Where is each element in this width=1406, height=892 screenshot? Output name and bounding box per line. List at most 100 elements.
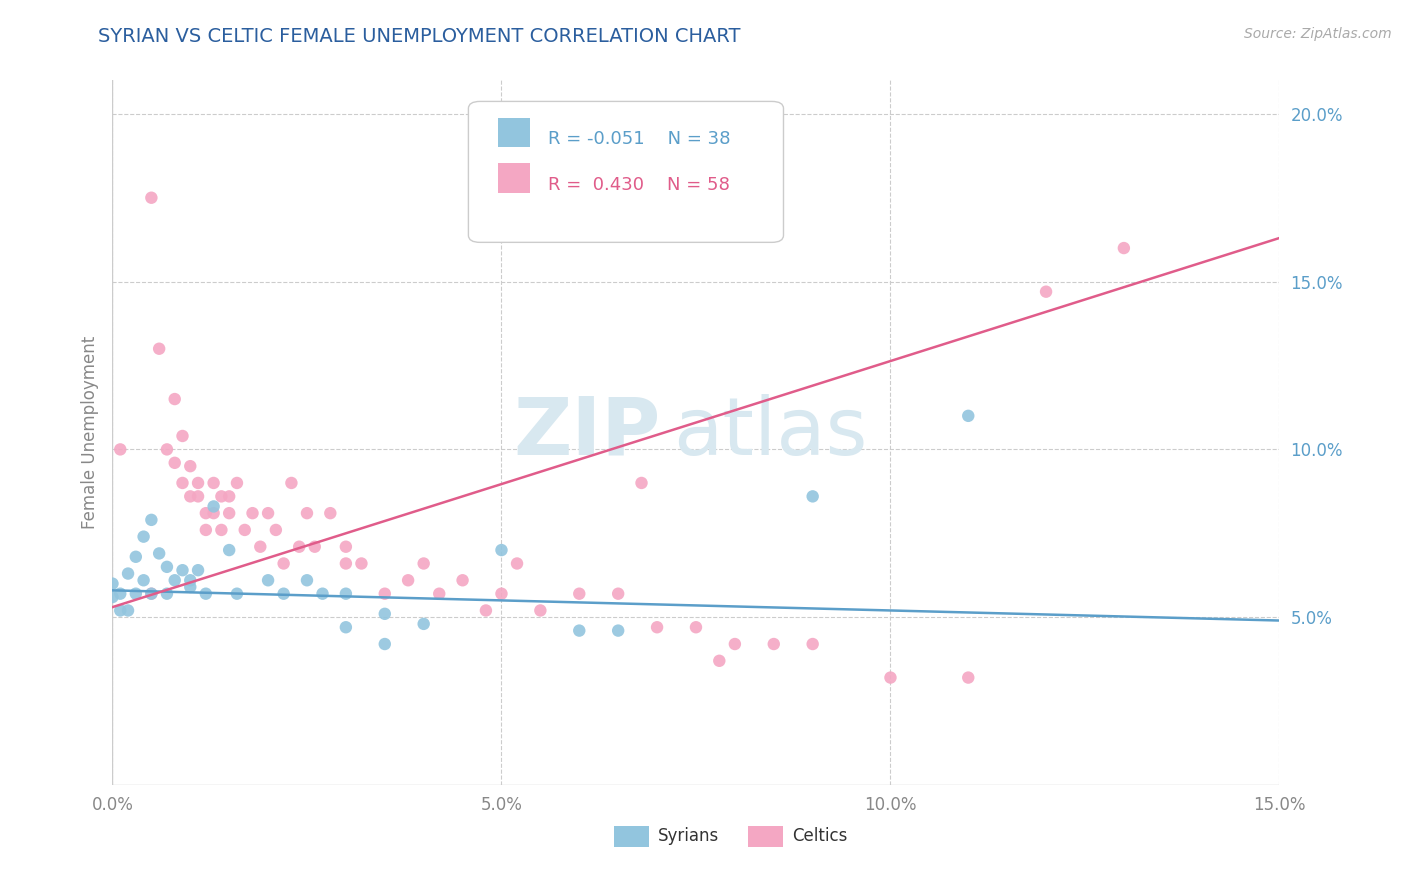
Point [141,191,163,205]
Point [607,587,630,601]
Point [163,392,186,406]
Point [319,506,342,520]
Point [685,620,707,634]
Point [117,566,139,581]
Point [194,506,217,520]
Point [226,587,249,601]
Point [295,506,318,520]
Point [101,590,124,604]
Point [110,442,132,457]
Point [801,489,824,503]
Point [233,523,256,537]
Point [163,574,186,588]
Point [295,574,318,588]
Point [491,587,513,601]
Point [179,459,201,474]
Point [304,540,326,554]
Point [801,637,824,651]
Point [311,587,333,601]
Point [396,574,419,588]
Point [202,475,225,490]
Point [427,587,450,601]
Point [335,540,357,554]
Point [879,671,901,685]
Point [475,603,498,617]
Point [172,563,194,577]
Point [242,506,264,520]
Point [335,620,357,634]
Point [257,574,280,588]
Point [257,506,280,520]
Point [529,603,551,617]
Point [568,624,591,638]
Point [209,489,232,503]
Point [148,342,170,356]
Text: ZIP: ZIP [513,393,661,472]
Point [226,475,249,490]
Point [125,587,148,601]
Point [209,523,232,537]
Point [202,506,225,520]
Point [117,603,139,617]
Point [172,475,194,490]
Point [172,429,194,443]
Point [194,523,217,537]
Point [218,543,240,558]
Point [762,637,785,651]
Point [288,540,311,554]
Text: SYRIAN VS CELTIC FEMALE UNEMPLOYMENT CORRELATION CHART: SYRIAN VS CELTIC FEMALE UNEMPLOYMENT COR… [98,27,741,45]
Point [132,574,155,588]
Point [1035,285,1057,299]
Point [179,489,201,503]
Bar [498,118,530,147]
Point [645,620,668,634]
Point [101,576,124,591]
Bar [498,163,530,193]
Text: Syrians: Syrians [658,828,718,846]
Point [125,549,148,564]
Point [273,587,295,601]
Text: R = -0.051    N = 38: R = -0.051 N = 38 [548,129,730,148]
Point [709,654,731,668]
Point [249,540,271,554]
Point [156,559,179,574]
FancyBboxPatch shape [468,102,783,243]
Point [156,587,179,601]
Point [273,557,295,571]
Point [264,523,287,537]
Point [957,671,980,685]
Point [141,587,163,601]
Point [179,574,201,588]
Point [374,587,396,601]
Point [110,603,132,617]
Point [412,616,434,631]
Point [194,587,217,601]
Point [156,442,179,457]
Point [163,456,186,470]
Text: atlas: atlas [672,393,868,472]
Point [187,563,209,577]
Point [957,409,980,423]
Point [506,557,529,571]
Point [335,557,357,571]
Point [141,587,163,601]
Point [491,543,513,558]
Point [148,546,170,560]
Text: R =  0.430    N = 58: R = 0.430 N = 58 [548,176,730,194]
Bar [614,826,650,847]
Point [110,587,132,601]
Point [141,513,163,527]
Point [374,607,396,621]
Point [374,637,396,651]
Bar [748,826,783,847]
Point [568,587,591,601]
Point [179,580,201,594]
Point [607,624,630,638]
Point [335,587,357,601]
Text: Source: ZipAtlas.com: Source: ZipAtlas.com [1244,27,1392,41]
Y-axis label: Female Unemployment: Female Unemployment [80,336,98,529]
Point [187,475,209,490]
Point [630,475,652,490]
Text: Celtics: Celtics [792,828,846,846]
Point [202,500,225,514]
